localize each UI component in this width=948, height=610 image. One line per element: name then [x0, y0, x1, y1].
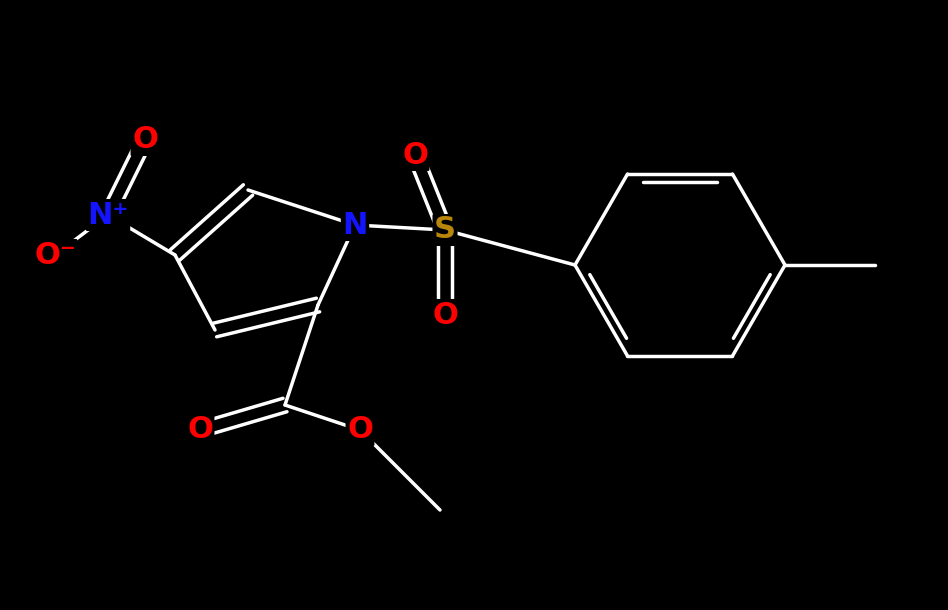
Text: O: O — [187, 415, 213, 445]
Text: O: O — [132, 126, 158, 154]
Text: N⁺: N⁺ — [87, 201, 129, 229]
Text: N: N — [342, 210, 368, 240]
Text: O: O — [347, 415, 373, 445]
Text: O: O — [402, 140, 428, 170]
Text: O: O — [432, 301, 458, 329]
Text: S: S — [434, 215, 456, 245]
Text: O⁻: O⁻ — [34, 240, 76, 270]
